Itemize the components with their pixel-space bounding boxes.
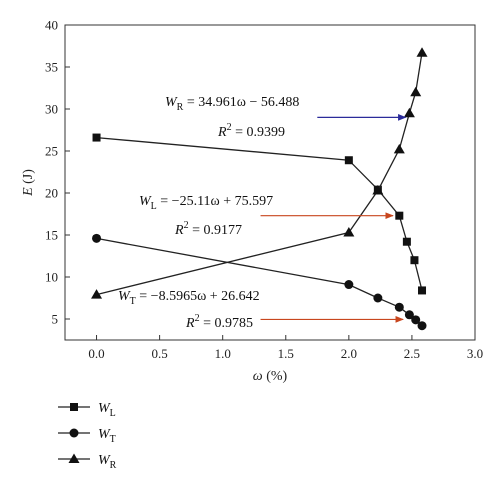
data-point-wl <box>418 286 427 295</box>
legend-circle-marker <box>69 428 79 438</box>
plot-frame <box>64 24 476 341</box>
annotation-wr-r2: R2 = 0.9399 <box>217 122 285 140</box>
legend-label-wt: WT <box>98 427 116 445</box>
data-point-wl <box>92 133 101 142</box>
y-axis: 5 10 15 20 25 30 35 40 <box>45 18 70 327</box>
annotation-wl-r2: R2 = 0.9177 <box>174 220 242 238</box>
y-tick-label: 15 <box>45 228 58 243</box>
legend-item-wr: WR <box>58 453 117 471</box>
data-point-wr <box>372 184 384 195</box>
data-point-wr <box>91 289 103 299</box>
legend-square-marker <box>70 403 78 411</box>
x-tick-label: 3.0 <box>467 346 483 361</box>
data-point-wr <box>416 47 428 57</box>
annotation-wr: WR = 34.961ω − 56.488 R2 = 0.9399 <box>165 95 407 140</box>
annotation-wl: WL = −25.11ω + 75.597 R2 = 0.9177 <box>139 194 394 238</box>
y-tick-label: 40 <box>45 18 58 33</box>
x-tick-label: 0.0 <box>88 346 104 361</box>
legend-label-wr: WR <box>98 453 117 471</box>
x-tick-label: 1.0 <box>215 346 231 361</box>
legend-item-wl: WL <box>58 401 116 419</box>
legend-triangle-marker <box>68 453 80 463</box>
data-point-wr <box>410 86 422 97</box>
data-point-wt <box>344 280 354 290</box>
x-tick-label: 2.5 <box>404 346 420 361</box>
series-line-wl <box>96 136 423 291</box>
legend: WL WT WR <box>58 401 117 471</box>
data-point-wt <box>394 302 404 312</box>
y-tick-label: 35 <box>45 60 58 75</box>
data-point-wt <box>373 293 383 303</box>
data-point-wt <box>411 315 421 325</box>
x-tick-label: 0.5 <box>151 346 167 361</box>
data-point-wl <box>395 211 404 220</box>
data-point-wt <box>404 310 414 320</box>
data-point-wl <box>410 256 419 265</box>
y-axis-title: E (J) <box>21 169 36 197</box>
annotation-wt-equation: WT = −8.5965ω + 26.642 <box>118 289 260 307</box>
data-point-wr <box>343 226 355 237</box>
x-tick-label: 1.5 <box>278 346 294 361</box>
series-line-wr <box>96 52 423 296</box>
series-layer <box>91 47 428 331</box>
y-tick-label: 10 <box>45 270 58 285</box>
x-axis-title: ω (%) <box>253 369 288 384</box>
annotation-wl-equation: WL = −25.11ω + 75.597 <box>139 194 273 212</box>
y-tick-label: 20 <box>45 186 58 201</box>
annotation-wt-r2: R2 = 0.9785 <box>185 313 253 331</box>
annotation-wr-equation: WR = 34.961ω − 56.488 <box>165 95 299 113</box>
data-point-wr <box>403 107 415 118</box>
legend-label-wl: WL <box>98 401 116 419</box>
data-point-wl <box>402 237 411 246</box>
annotation-wt: WT = −8.5965ω + 26.642 R2 = 0.9785 <box>118 289 404 331</box>
x-axis: 0.0 0.5 1.0 1.5 2.0 2.5 3.0 <box>88 335 483 361</box>
y-tick-label: 5 <box>52 312 59 327</box>
x-tick-label: 2.0 <box>341 346 357 361</box>
data-point-wl <box>344 156 353 165</box>
data-point-wr <box>393 143 405 154</box>
legend-item-wt: WT <box>58 427 116 445</box>
y-tick-label: 30 <box>45 102 58 117</box>
data-point-wt <box>417 321 427 331</box>
y-tick-label: 25 <box>45 144 58 159</box>
data-point-wt <box>92 233 102 243</box>
